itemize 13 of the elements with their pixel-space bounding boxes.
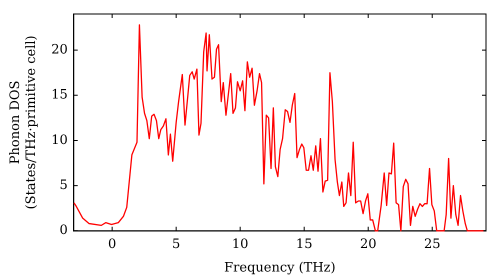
y-axis-title: Phonon DOS (States/THz·primitive cell) xyxy=(8,35,39,210)
x-tick-label: 15 xyxy=(296,236,312,252)
x-tick-label: 5 xyxy=(172,236,180,252)
x-tick-label: 20 xyxy=(360,236,376,252)
y-tick-label: 0 xyxy=(59,223,68,238)
y-tick-label: 5 xyxy=(59,178,68,194)
x-tick-label: 0 xyxy=(108,236,116,252)
y-tick-label: 20 xyxy=(51,42,68,58)
x-axis-title: Frequency (THz) xyxy=(224,260,336,276)
x-tick-label: 10 xyxy=(232,236,248,252)
y-tick-label: 15 xyxy=(51,88,68,103)
y-tick-label: 10 xyxy=(51,132,68,148)
x-tick-label: 25 xyxy=(424,236,440,252)
